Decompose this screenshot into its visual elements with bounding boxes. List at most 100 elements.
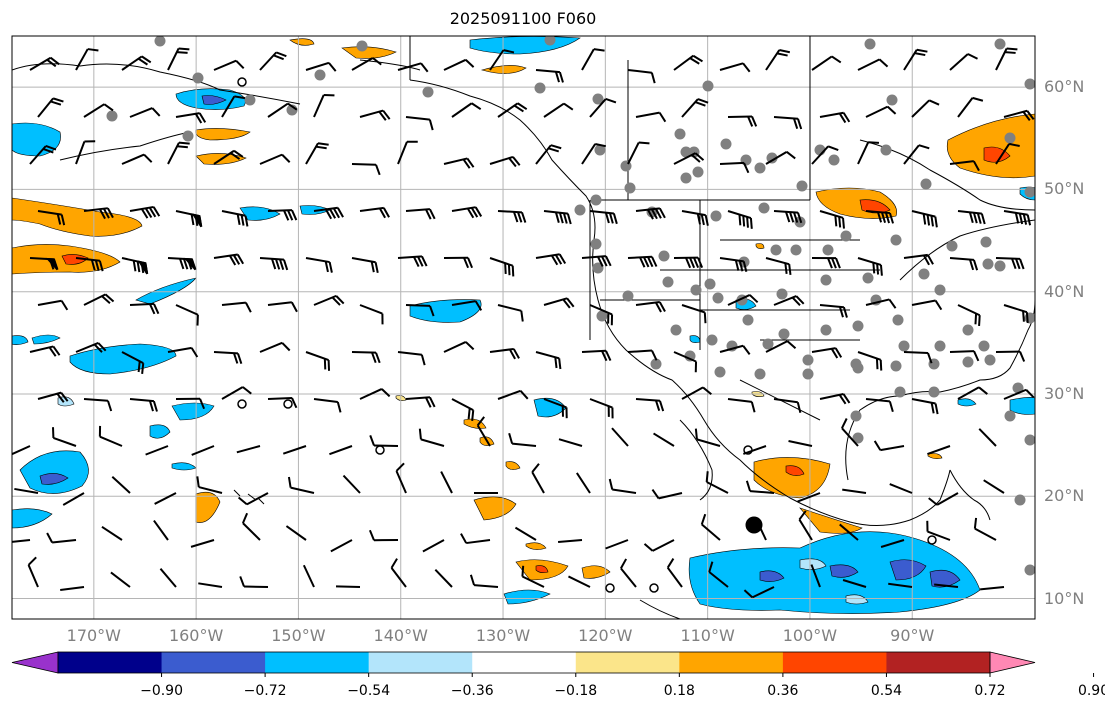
calm-marker <box>375 445 385 455</box>
wind-barb <box>608 478 637 494</box>
wind-barb <box>928 492 959 506</box>
wind-barb <box>302 564 315 588</box>
calm-marker <box>283 399 293 409</box>
wind-barb <box>75 257 104 272</box>
station-dot <box>754 368 766 380</box>
wind-barb <box>313 94 335 118</box>
station-dot <box>828 154 840 166</box>
contour-region <box>149 424 171 439</box>
wind-barb <box>62 492 85 506</box>
wind-barb <box>957 210 986 225</box>
wind-barb <box>719 62 751 73</box>
wind-barb <box>949 160 980 172</box>
wind-barb <box>581 143 606 165</box>
station-dot <box>762 338 774 350</box>
wind-barb <box>627 141 650 165</box>
station-dot <box>658 250 670 262</box>
wind-barb <box>903 253 934 266</box>
wind-barb <box>773 398 802 413</box>
wind-barb <box>743 586 775 599</box>
lon-label: 170°W <box>66 626 121 645</box>
wind-barb <box>865 210 894 224</box>
wind-barb <box>154 492 177 505</box>
coastline <box>409 79 951 526</box>
wind-barb <box>110 571 131 588</box>
wind-barb <box>121 257 149 275</box>
wind-barb <box>611 427 629 447</box>
wind-barb <box>14 487 39 494</box>
wind-barb <box>167 47 190 71</box>
station-dot <box>934 340 946 352</box>
station-dot <box>980 236 992 248</box>
wind-barb <box>329 445 353 456</box>
station-dot <box>754 162 766 174</box>
lat-label: 50°N <box>1044 179 1085 199</box>
wind-barb <box>313 294 345 306</box>
station-dot <box>994 38 1006 50</box>
wind-barb <box>369 435 399 447</box>
wind-barb <box>451 398 475 421</box>
station-dot <box>802 368 814 380</box>
lat-label: 60°N <box>1044 77 1085 97</box>
wind-barb <box>83 103 114 118</box>
station-dot <box>106 110 118 122</box>
contour-region <box>505 461 521 470</box>
wind-barb <box>368 529 399 542</box>
wind-barb <box>521 565 545 588</box>
wind-barb <box>443 256 474 269</box>
wind-barb <box>719 344 751 355</box>
station-dot <box>1004 410 1016 422</box>
contour-region <box>289 38 315 46</box>
station-dot <box>852 320 864 332</box>
wind-barb <box>743 445 767 455</box>
station-dot <box>822 244 834 256</box>
wind-barb <box>581 48 605 71</box>
wind-barb <box>903 351 933 364</box>
wind-barb <box>397 351 426 366</box>
wind-barb <box>651 488 683 500</box>
wind-barb <box>443 341 475 353</box>
contour-region <box>759 570 785 582</box>
contour-region <box>799 507 863 534</box>
wind-barb <box>121 351 145 374</box>
wind-barb <box>957 386 988 400</box>
wind-barb <box>727 398 756 413</box>
station-dot <box>796 180 808 192</box>
station-dot <box>962 356 974 368</box>
wind-barb <box>926 520 951 541</box>
station-dot <box>544 36 556 46</box>
station-dot <box>680 146 692 158</box>
wind-barb <box>422 539 445 553</box>
colorbar-tick-label: −0.54 <box>347 683 391 699</box>
station-dot <box>422 86 434 98</box>
contour-region <box>473 496 517 521</box>
wind-barb <box>773 295 805 306</box>
wind-barb <box>635 398 665 412</box>
wind-barb <box>460 533 491 545</box>
wind-barb <box>995 257 1025 270</box>
wind-barb <box>973 517 997 541</box>
wind-barb <box>798 510 813 541</box>
contour-region <box>927 453 943 459</box>
calm-marker <box>605 583 615 593</box>
station-dot <box>182 130 194 142</box>
wind-barb <box>359 304 384 325</box>
station-dot <box>850 358 862 370</box>
wind-barb <box>497 102 528 118</box>
colorbar-tick-label: −0.72 <box>243 683 287 699</box>
wind-barb <box>305 257 333 273</box>
station-dot <box>862 272 874 284</box>
wind-barb <box>12 445 31 457</box>
wind-barb <box>175 112 207 124</box>
wind-barb <box>773 116 803 130</box>
contour-region <box>39 473 69 485</box>
wind-barb <box>191 445 215 456</box>
colorbar-tick-label: 0.36 <box>767 683 799 699</box>
wind-barb <box>911 398 939 415</box>
wind-barb <box>259 153 291 165</box>
coastline <box>59 131 191 161</box>
wind-barb <box>267 301 298 313</box>
wind-barb <box>476 416 491 447</box>
wind-barb <box>957 96 984 118</box>
wind-barb <box>788 440 813 447</box>
